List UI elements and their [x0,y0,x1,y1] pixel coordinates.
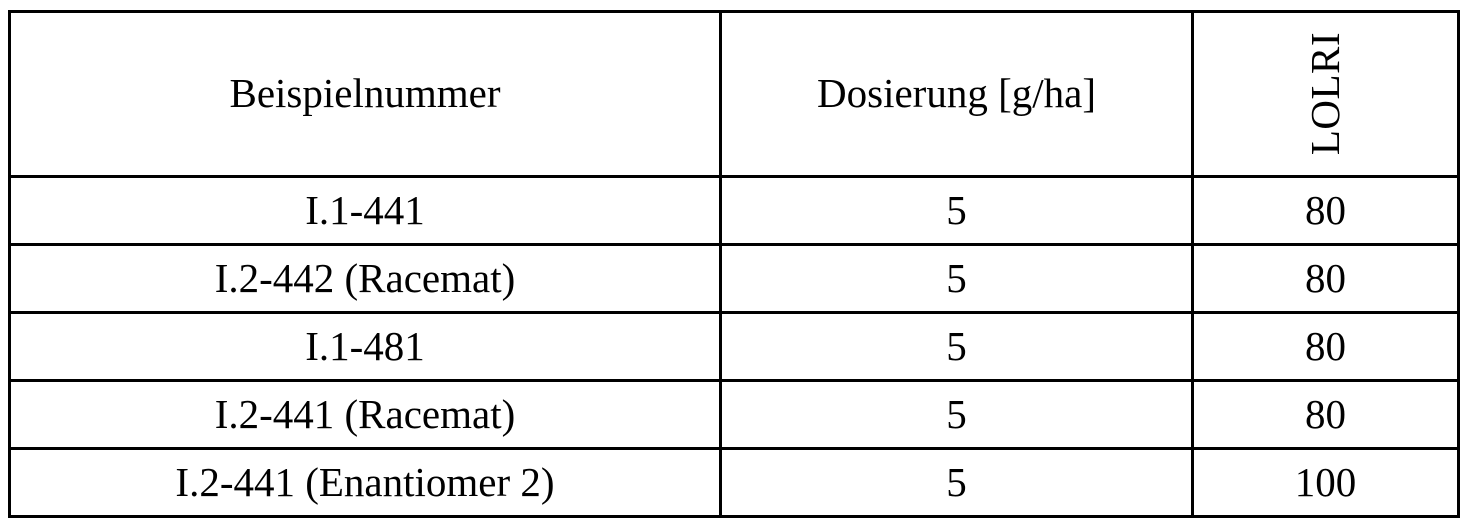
cell-lolri: 100 [1193,449,1459,517]
table-row: I.2-441 (Racemat) 5 80 [10,381,1459,449]
cell-dose: 5 [721,449,1193,517]
cell-lolri-value: 100 [1194,461,1457,504]
cell-example: I.2-441 (Enantiomer 2) [10,449,721,517]
table-row: I.1-441 5 80 [10,177,1459,245]
document-page: Beispielnummer Dosierung [g/ha] LOLRI I.… [0,0,1469,508]
cell-lolri-value: 80 [1194,393,1457,436]
cell-dose-value: 5 [722,461,1191,504]
cell-lolri-value: 80 [1194,189,1457,232]
table-header-row: Beispielnummer Dosierung [g/ha] LOLRI [10,12,1459,177]
table-header: Beispielnummer Dosierung [g/ha] LOLRI [10,12,1459,177]
cell-dose: 5 [721,381,1193,449]
cell-example: I.1-481 [10,313,721,381]
cell-dose: 5 [721,177,1193,245]
cell-lolri: 80 [1193,381,1459,449]
cell-example-value: I.1-441 [11,189,719,232]
cell-dose: 5 [721,245,1193,313]
cell-example-value: I.1-481 [11,325,719,368]
table-row: I.1-481 5 80 [10,313,1459,381]
cell-example: I.1-441 [10,177,721,245]
cell-example: I.2-441 (Racemat) [10,381,721,449]
column-header-dose: Dosierung [g/ha] [721,12,1193,177]
column-header-example: Beispielnummer [10,12,721,177]
table-row: I.2-441 (Enantiomer 2) 5 100 [10,449,1459,517]
results-table: Beispielnummer Dosierung [g/ha] LOLRI I.… [8,10,1460,518]
cell-lolri-value: 80 [1194,325,1457,368]
cell-dose: 5 [721,313,1193,381]
cell-example: I.2-442 (Racemat) [10,245,721,313]
cell-dose-value: 5 [722,257,1191,300]
cell-example-value: I.2-442 (Racemat) [11,257,719,300]
cell-dose-value: 5 [722,393,1191,436]
cell-dose-value: 5 [722,325,1191,368]
column-header-dose-label: Dosierung [g/ha] [722,71,1191,116]
cell-lolri: 80 [1193,177,1459,245]
column-header-example-label: Beispielnummer [11,71,719,116]
cell-example-value: I.2-441 (Enantiomer 2) [11,461,719,504]
cell-lolri-value: 80 [1194,257,1457,300]
table-row: I.2-442 (Racemat) 5 80 [10,245,1459,313]
cell-lolri: 80 [1193,313,1459,381]
table-body: I.1-441 5 80 I.2-442 (Racemat) 5 80 [10,177,1459,517]
cell-lolri: 80 [1193,245,1459,313]
column-header-lolri: LOLRI [1193,12,1459,177]
cell-dose-value: 5 [722,189,1191,232]
cell-example-value: I.2-441 (Racemat) [11,393,719,436]
column-header-lolri-label: LOLRI [1303,32,1348,155]
